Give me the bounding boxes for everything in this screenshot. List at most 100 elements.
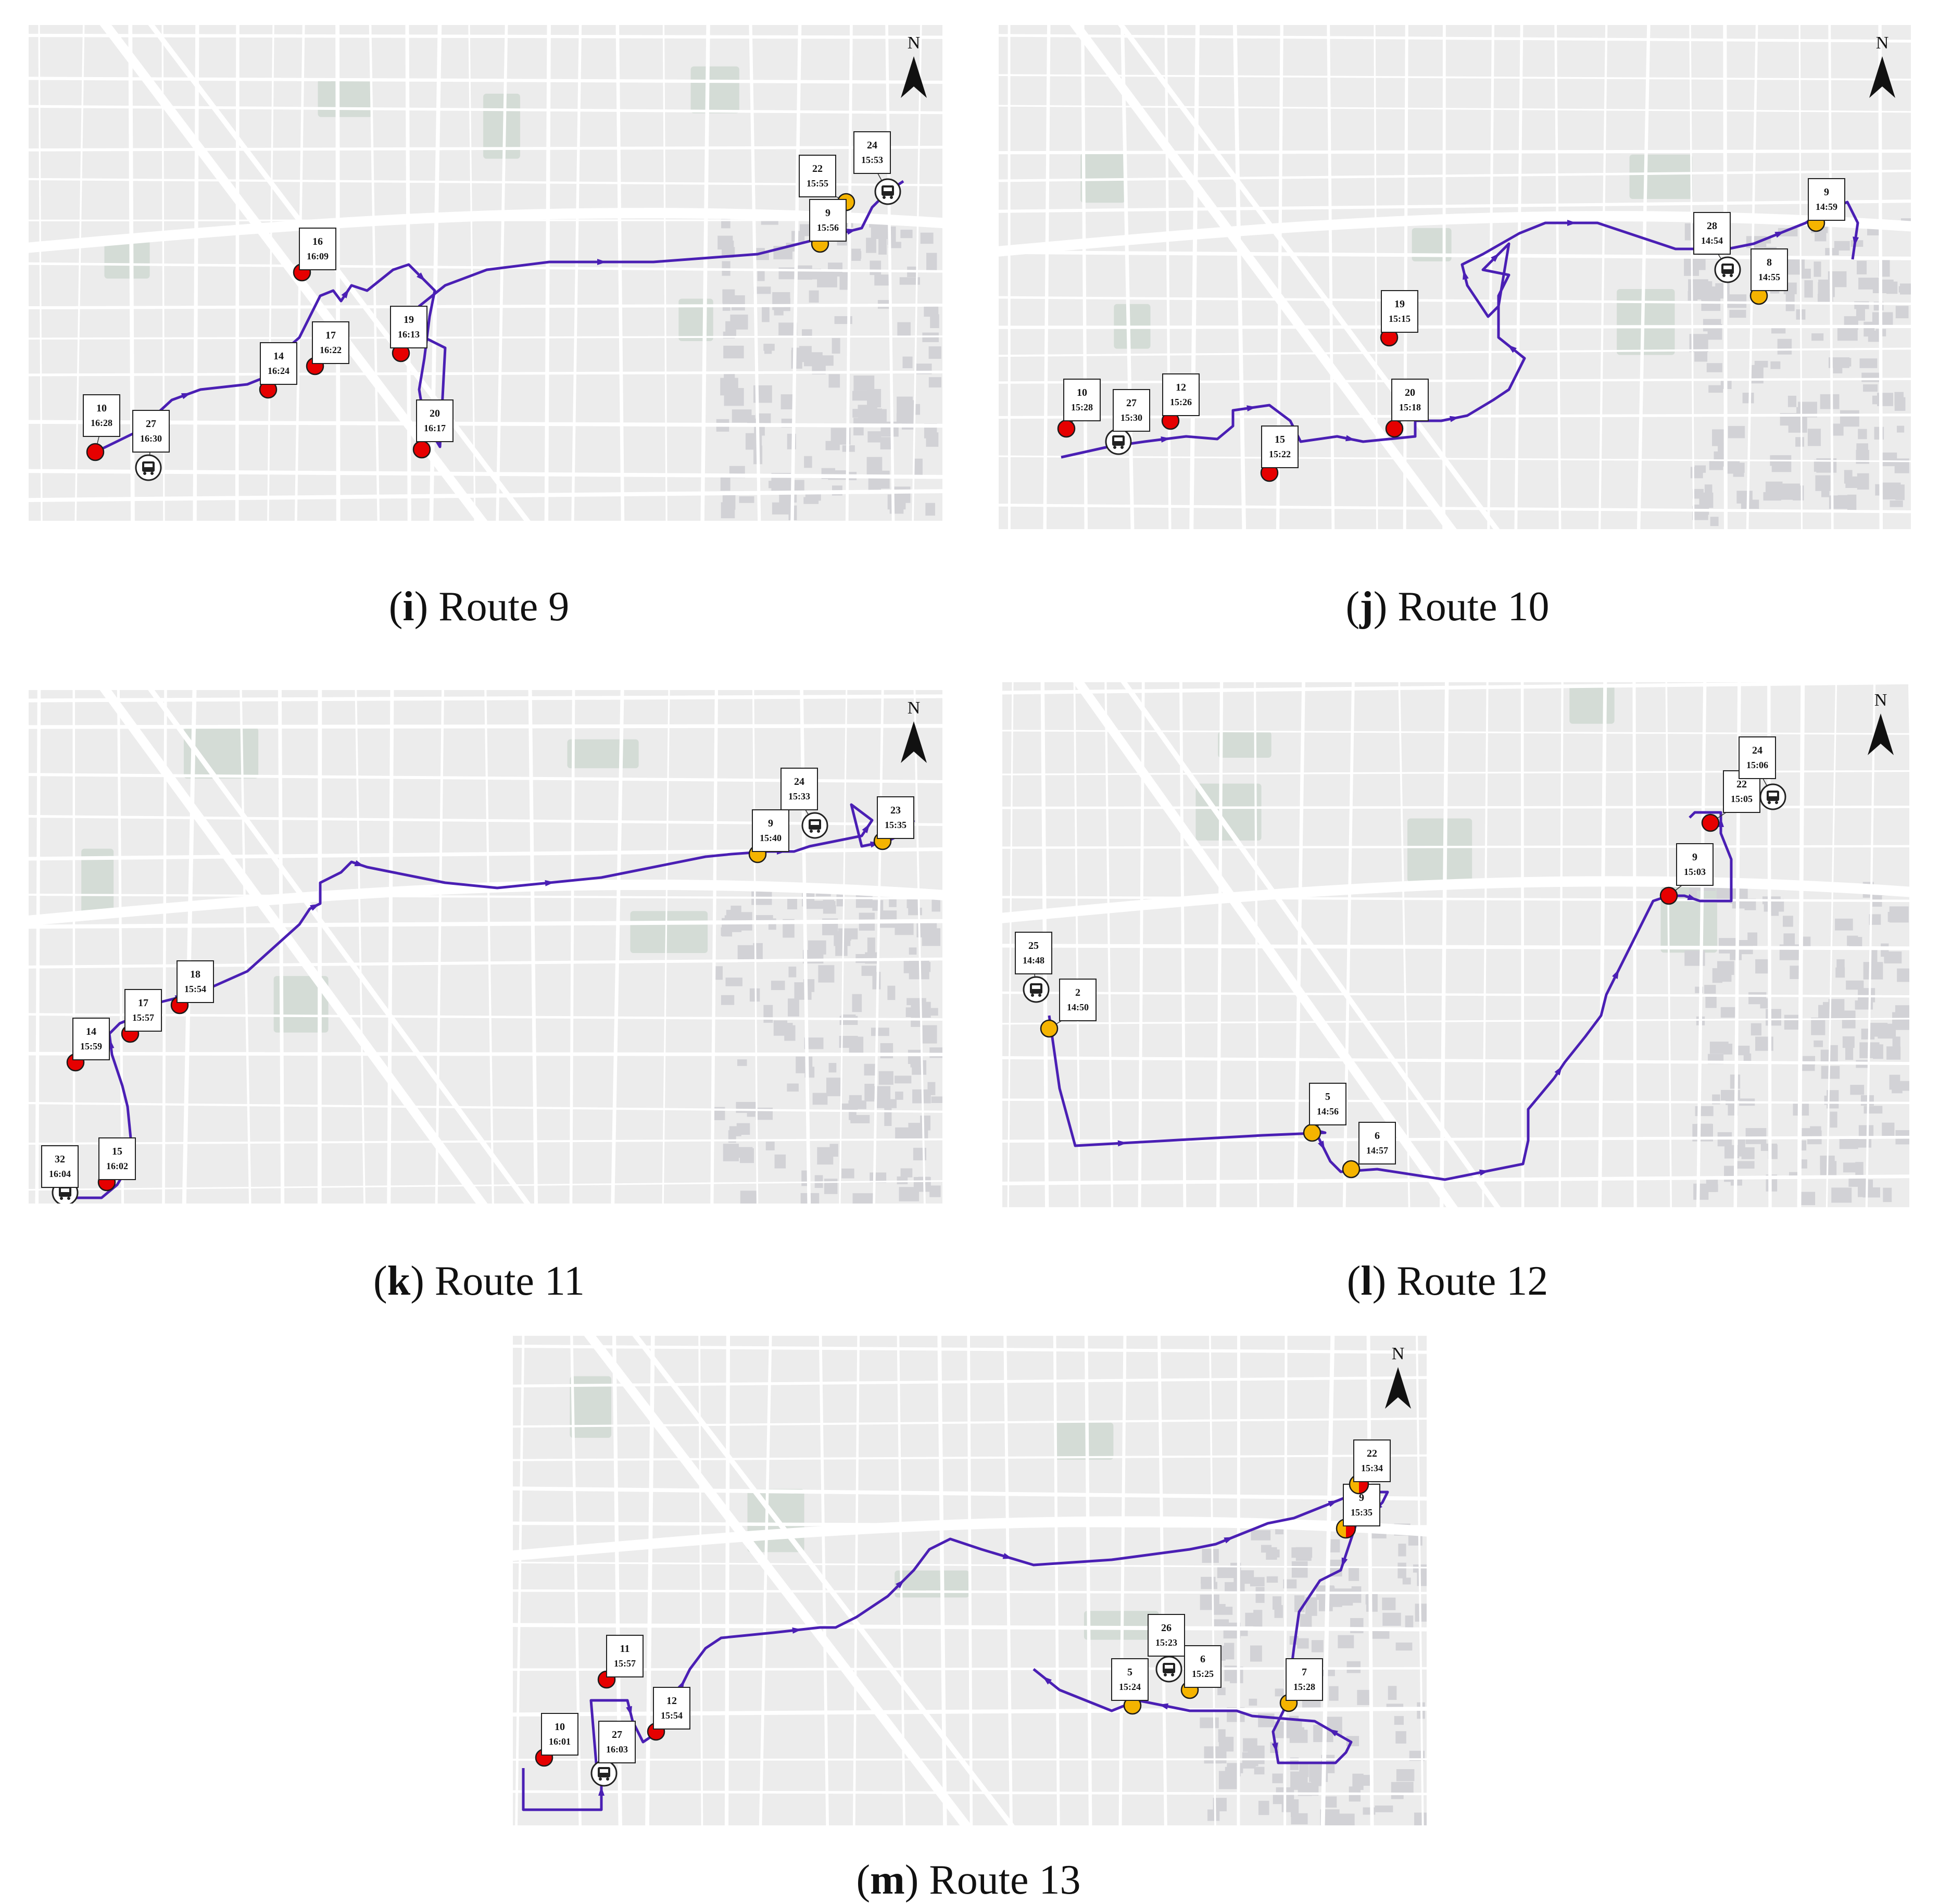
- stop-label-box: [1808, 179, 1845, 220]
- road-minor: [999, 151, 1911, 153]
- district-block: [1895, 1005, 1909, 1016]
- district-block: [841, 1104, 858, 1111]
- district-block: [871, 1028, 889, 1036]
- district-block: [804, 456, 812, 468]
- stop-time-label: 16:01: [549, 1736, 571, 1747]
- road-minor: [195, 25, 197, 521]
- stop-id-label: 14: [86, 1026, 96, 1037]
- bus-icon-wheel: [817, 830, 820, 833]
- district-block: [1895, 484, 1905, 500]
- pickup-marker: [1041, 1020, 1057, 1037]
- district-block: [828, 374, 840, 387]
- district-block: [717, 236, 733, 250]
- stop-time-label: 14:50: [1067, 1002, 1089, 1012]
- district-block: [1704, 985, 1716, 994]
- caption-route-9: (i) Route 9: [292, 583, 666, 631]
- map-route-13: N1016:012716:031115:571215:54515:242615:…: [513, 1336, 1427, 1825]
- stop-label-box: [1359, 1122, 1395, 1164]
- district-block: [1708, 385, 1723, 393]
- district-block: [1890, 906, 1909, 922]
- bus-icon-wheel: [1038, 994, 1041, 997]
- district-block: [1403, 1577, 1411, 1584]
- district-block: [897, 322, 911, 337]
- stop-id-label: 27: [612, 1729, 622, 1740]
- stop-id-label: 14: [273, 350, 284, 362]
- bus-icon-window: [600, 1769, 608, 1773]
- stop-id-label: 32: [55, 1154, 65, 1165]
- stop-label-box: [1148, 1614, 1185, 1656]
- stop-id-label: 16: [312, 236, 323, 247]
- stop-id-label: 25: [1028, 940, 1039, 951]
- district-block: [1890, 1075, 1900, 1090]
- district-block: [926, 432, 938, 447]
- road-minor: [1002, 846, 1909, 848]
- stop-label-box: [1739, 737, 1776, 779]
- stop-time-label: 15:26: [1170, 397, 1192, 407]
- stop-label-box: [1185, 1646, 1221, 1687]
- district-block: [1748, 992, 1766, 1004]
- stop-id-label: 18: [190, 969, 200, 980]
- district-block: [1729, 310, 1746, 318]
- district-block: [1375, 1806, 1393, 1812]
- district-block: [1414, 1812, 1427, 1825]
- park-area: [895, 1571, 969, 1598]
- district-block: [899, 1187, 920, 1201]
- district-block: [1396, 1643, 1413, 1650]
- pickup-marker: [1343, 1161, 1359, 1178]
- district-block: [778, 1023, 792, 1031]
- district-block: [1329, 1686, 1338, 1701]
- district-block: [788, 998, 799, 1016]
- district-block: [763, 344, 775, 350]
- district-block: [1840, 1138, 1858, 1149]
- district-block: [888, 494, 906, 509]
- bus-icon-wheel: [67, 1197, 70, 1200]
- district-block: [849, 1111, 857, 1120]
- district-block: [909, 947, 917, 955]
- stop-label-box: [312, 322, 349, 364]
- district-block: [1746, 1128, 1767, 1144]
- district-block: [824, 1179, 838, 1194]
- district-block: [1737, 1046, 1750, 1055]
- stop-label-box: [653, 1687, 690, 1729]
- district-block: [1724, 1145, 1735, 1158]
- stop-id-label: 11: [620, 1643, 630, 1655]
- district-block: [1694, 345, 1707, 361]
- district-block: [739, 496, 754, 503]
- bus-icon-wheel: [1768, 801, 1771, 804]
- district-block: [1900, 1081, 1909, 1091]
- stop-label-box: [73, 1018, 109, 1060]
- district-block: [1721, 1007, 1735, 1018]
- district-block: [1886, 282, 1897, 294]
- district-block: [1896, 306, 1909, 318]
- district-block: [763, 1005, 773, 1023]
- district-block: [1837, 327, 1858, 341]
- stop-label-box: [1262, 426, 1298, 468]
- district-block: [1864, 962, 1883, 980]
- district-block: [829, 1144, 838, 1157]
- district-block: [1256, 1587, 1265, 1603]
- district-block: [1831, 1187, 1852, 1202]
- district-block: [1883, 1188, 1892, 1202]
- district-block: [1778, 339, 1792, 355]
- district-block: [1897, 969, 1909, 982]
- district-block: [1810, 1126, 1821, 1144]
- district-block: [853, 1193, 873, 1204]
- district-block: [714, 966, 723, 980]
- district-block: [1266, 1547, 1277, 1560]
- stop-time-label: 15:30: [1120, 412, 1142, 423]
- stop-time-label: 14:48: [1023, 955, 1044, 966]
- stop-id-label: 12: [666, 1695, 677, 1707]
- stop-time-label: 16:22: [320, 345, 342, 355]
- caption-route-10: (j) Route 10: [1260, 583, 1635, 631]
- district-block: [1814, 1041, 1823, 1047]
- district-block: [1273, 1794, 1290, 1804]
- bus-icon-wheel: [1171, 1673, 1174, 1676]
- district-block: [1219, 1771, 1239, 1789]
- stop-id-label: 22: [1736, 779, 1747, 790]
- bus-icon-wheel: [1164, 1673, 1167, 1676]
- caption-route-13: (m) Route 13: [781, 1857, 1156, 1904]
- stop-time-label: 16:09: [307, 251, 329, 261]
- stop-label-box: [1112, 1659, 1148, 1700]
- district-block: [1783, 916, 1793, 926]
